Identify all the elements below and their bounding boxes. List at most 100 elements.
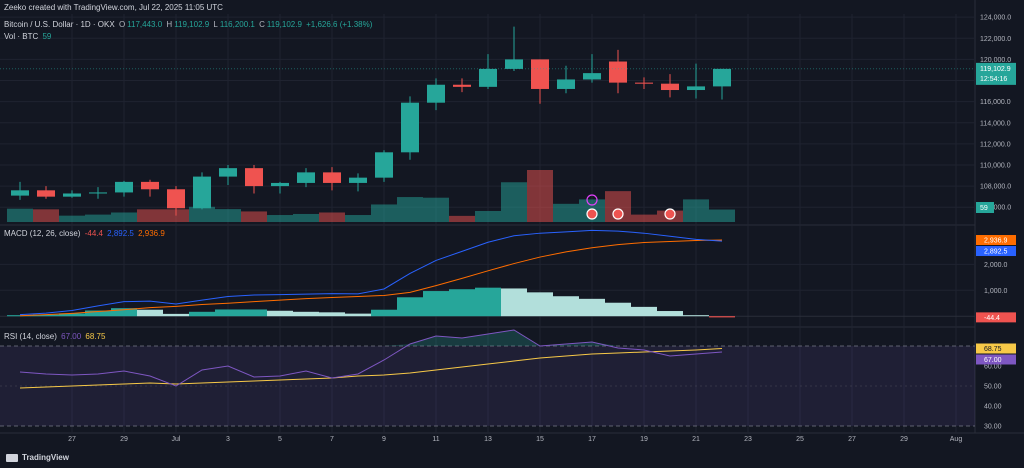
macd-histogram-bar: [215, 309, 241, 317]
change-value: +1,626.6 (+1.38%): [306, 20, 373, 29]
y-tick-label: 108,000.0: [980, 184, 1011, 191]
macd-histogram-bar: [579, 298, 605, 317]
candle: [11, 190, 29, 196]
y-tick-label: 116,000.0: [980, 99, 1011, 106]
x-tick-label: 21: [692, 436, 700, 443]
rsi-label[interactable]: RSI (14, close): [4, 332, 57, 341]
y-tick-label: 120,000.0: [980, 57, 1011, 64]
last-price-label: 119,102.9: [980, 66, 1011, 73]
rsi-overbought-fill: [384, 344, 410, 346]
attribution: Zeeko created with TradingView.com, Jul …: [4, 3, 223, 12]
rsi-tick-label: 40.00: [984, 404, 1002, 411]
macd-histogram-bar: [371, 309, 397, 317]
candle: [167, 189, 185, 209]
volume-value: 59: [42, 32, 52, 41]
rsi-value-tag: [976, 354, 1016, 365]
volume-bar: [527, 170, 553, 222]
volume-bar: [241, 211, 267, 222]
open-value: 117,443.0: [127, 20, 163, 29]
candle: [505, 59, 523, 69]
close-value: 119,102.9: [266, 20, 302, 29]
volume-label[interactable]: Vol · BTC: [4, 32, 39, 41]
macd-histogram-bar: [709, 316, 735, 318]
x-tick-label: 19: [640, 436, 648, 443]
macd-histogram-bar: [241, 309, 267, 317]
candle: [37, 190, 55, 197]
macd-value-tag: [976, 246, 1016, 257]
volume-bar: [423, 197, 449, 222]
macd-histogram-bar: [423, 291, 449, 317]
macd-histogram-bar: [267, 310, 293, 317]
volume-bar: [449, 215, 475, 222]
lightning-icon: [586, 194, 598, 206]
candle: [271, 182, 289, 187]
x-tick-label: 5: [278, 436, 282, 443]
candle: [531, 59, 549, 89]
y-tick-label: 114,000.0: [980, 120, 1011, 127]
candle: [349, 177, 367, 183]
rsi-band: [0, 346, 975, 426]
volume-tag-label: 59: [980, 205, 988, 212]
volume-bar: [709, 209, 735, 222]
macd-histogram-bar: [345, 313, 371, 317]
candle: [713, 68, 731, 87]
macd-histogram-bar: [605, 302, 631, 317]
tradingview-footer[interactable]: TradingView: [6, 453, 69, 462]
candle: [193, 176, 211, 209]
macd-histogram-bar: [657, 311, 683, 317]
y-tick-label: 106,000.0: [980, 205, 1011, 212]
volume-bar: [293, 213, 319, 222]
candle: [583, 73, 601, 80]
volume-bar: [59, 215, 85, 222]
candle: [557, 79, 575, 89]
macd-value-label: -44.4: [984, 315, 1000, 322]
candle: [141, 181, 159, 190]
macd-line: [19, 229, 723, 316]
candle: [63, 193, 81, 197]
volume-bar: [111, 212, 137, 222]
x-tick-label: Jul: [172, 436, 181, 443]
y-tick-label: 110,000.0: [980, 162, 1011, 169]
tradingview-logo-icon: [6, 453, 18, 462]
volume-bar: [189, 206, 215, 222]
macd-label[interactable]: MACD (12, 26, close): [4, 229, 81, 238]
macd-value-tag: [976, 235, 1016, 246]
macd-value-tag: [976, 312, 1016, 323]
macd-hist-value: -44.4: [84, 229, 103, 238]
event-flag-icon: [612, 208, 624, 220]
candle: [297, 172, 315, 183]
volume-bar: [33, 209, 59, 222]
x-tick-label: Aug: [950, 436, 963, 443]
x-tick-label: 17: [588, 436, 596, 443]
candle: [427, 84, 445, 103]
x-tick-label: 13: [484, 436, 492, 443]
open-label: O: [118, 20, 126, 29]
x-tick-label: 29: [120, 436, 128, 443]
countdown-label: 12:54:16: [980, 76, 1007, 83]
macd-histogram-bar: [163, 313, 189, 317]
volume-bar: [371, 204, 397, 222]
candle: [661, 83, 679, 91]
rsi-tick-label: 30.00: [984, 424, 1002, 431]
candle: [375, 152, 393, 178]
macd-tick-label: 1,000.0: [984, 288, 1007, 295]
macd-histogram-bar: [85, 310, 111, 317]
y-tick-label: 124,000.0: [980, 15, 1011, 22]
rsi-overbought-fill: [488, 330, 514, 346]
volume-bar: [7, 208, 33, 222]
x-tick-label: 3: [226, 436, 230, 443]
candle: [323, 172, 341, 183]
x-tick-label: 29: [900, 436, 908, 443]
candle: [219, 168, 237, 177]
symbol-title[interactable]: Bitcoin / U.S. Dollar · 1D · OKX: [4, 20, 115, 29]
x-tick-label: 27: [848, 436, 856, 443]
macd-histogram-bar: [33, 314, 59, 317]
candle: [245, 168, 263, 187]
rsi-ma-value: 68.75: [85, 332, 106, 341]
x-tick-label: 25: [796, 436, 804, 443]
event-flag-icon: [586, 208, 598, 220]
macd-histogram-bar: [449, 289, 475, 317]
macd-value-label: 2,892.5: [984, 249, 1007, 256]
